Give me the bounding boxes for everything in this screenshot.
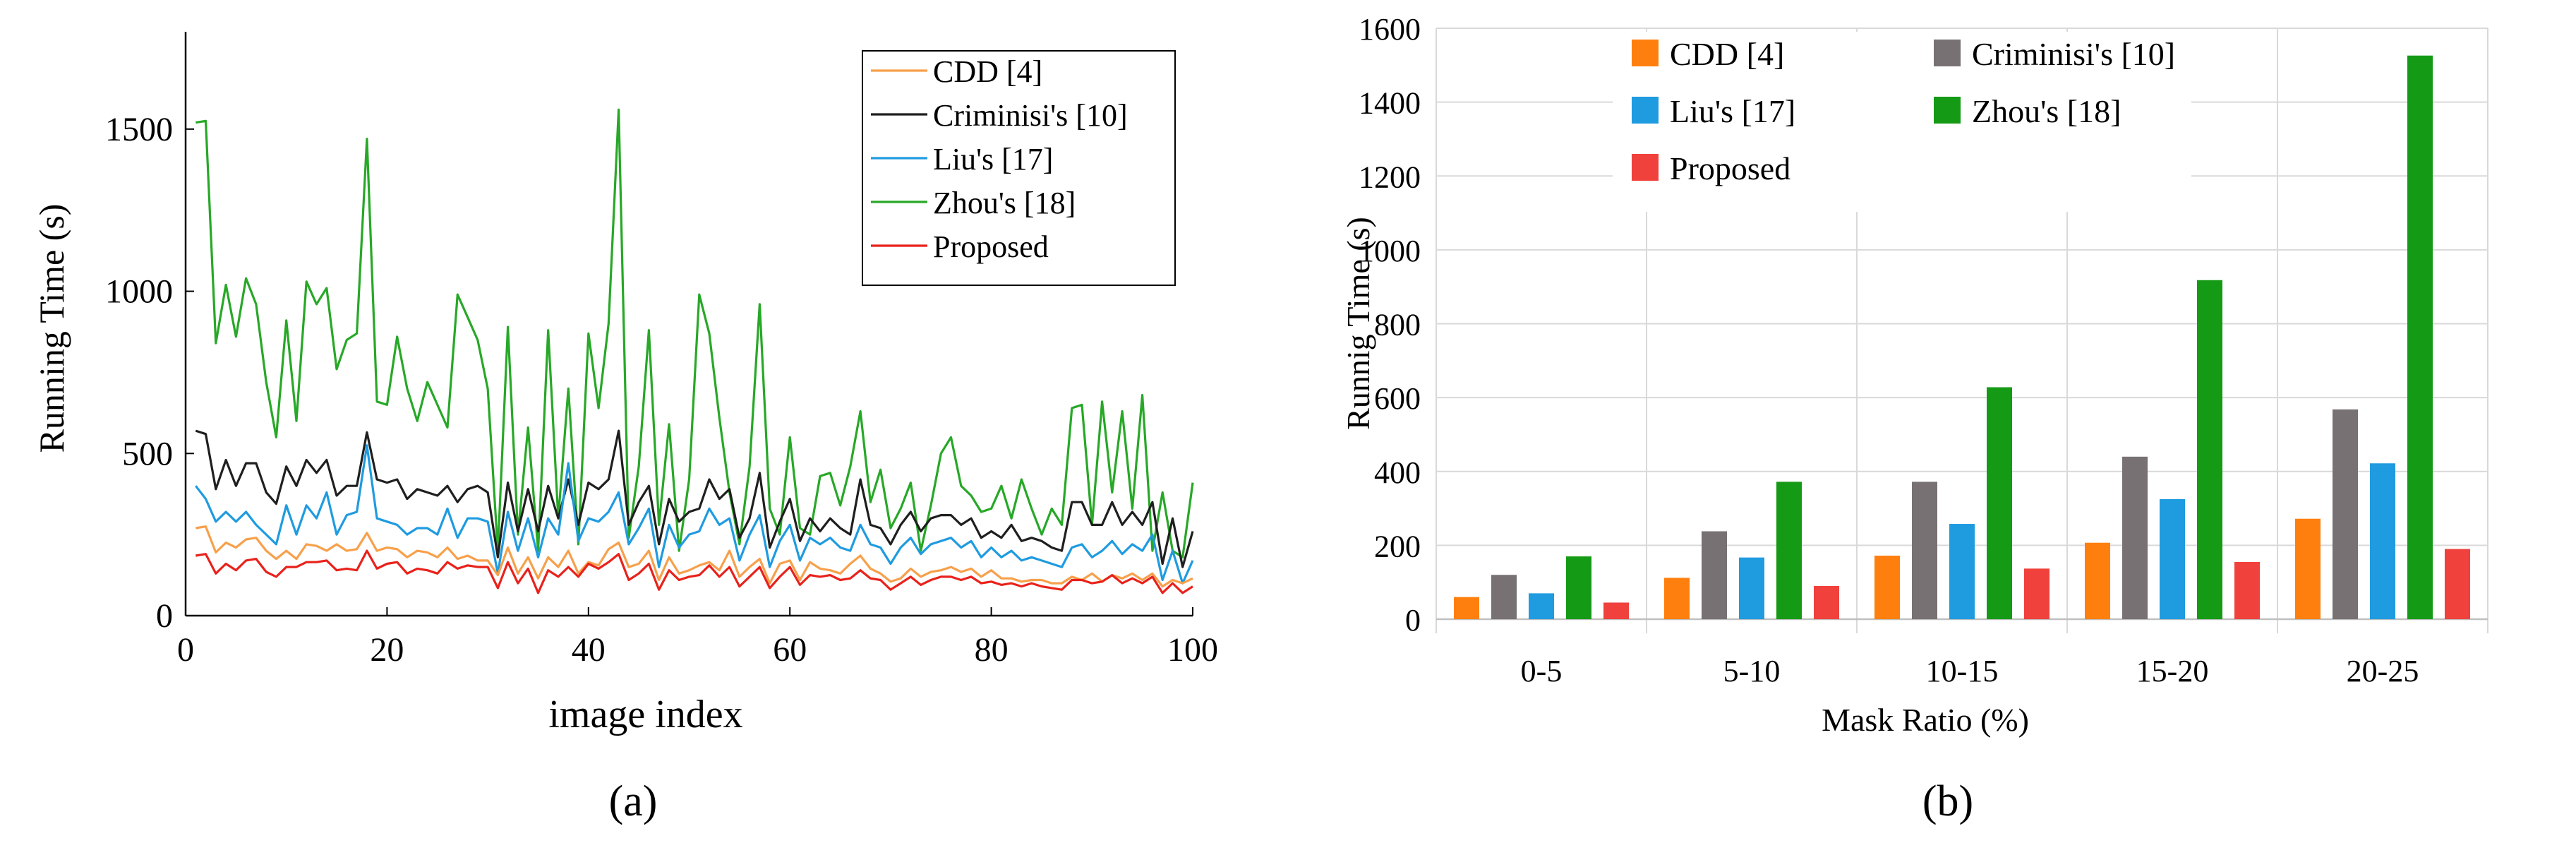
panel-b-bar-4-3: [2234, 561, 2260, 619]
panel-a-x-axis-label: image index: [548, 693, 742, 736]
panel-b-legend-background: [1613, 32, 2191, 212]
panel-b-y-axis-label: Runnig Time (s): [1340, 217, 1376, 430]
panel-a-legend: CDD [4] Criminisi's [10] Liu's [17] Zhou's …: [862, 50, 1176, 286]
panel-a-legend-label: Criminisi's [10]: [933, 98, 1128, 133]
panel-b-y-tick-label: 600: [1374, 381, 1421, 416]
panel-a-legend-label: Liu's [17]: [933, 142, 1053, 177]
panel-b-legend: CDD [4] Criminisi's [10] Liu's [17] Zhou's …: [1613, 32, 2191, 212]
panel-a-x-tick-label: 20: [370, 631, 404, 669]
panel-a-series-line-2: [195, 444, 1194, 585]
panel-a-legend-label: Proposed: [933, 229, 1049, 264]
panel-b-bar-1-4: [2333, 409, 2358, 619]
panel-a-x-tick-label: 60: [773, 631, 807, 669]
panel-b-x-axis-label: Mask Ratio (%): [1822, 702, 2029, 738]
panel-b-bar-1-3: [2122, 456, 2148, 619]
panel-a-x-tick-label: 0: [177, 631, 194, 669]
panel-b-tick-labels: 0 200 400 600 800 1000 1200 1400 1600 0-5 5-10 10-1…: [1359, 12, 2419, 688]
panel-b-x-tick-label: 10-15: [1926, 654, 1999, 688]
panel-a-series-line-4: [195, 549, 1193, 594]
panel-a-x-tick-label: 80: [975, 631, 1009, 669]
panel-a-series-line-3: [195, 108, 1194, 558]
panel-b-bar-1-0: [1491, 575, 1517, 619]
panel-b-x-tick-label: 0-5: [1521, 654, 1563, 688]
panel-a-y-axis-label: Running Time (s): [32, 204, 71, 453]
panel-b-bar-chart: 0 200 400 600 800 1000 1200 1400 1600 0-5 5-10 10-1…: [1340, 12, 2488, 738]
panel-b-y-tick-label: 0: [1405, 603, 1421, 638]
panel-b-y-tick-label: 200: [1374, 529, 1421, 563]
panel-a-y-tick-label: 1000: [105, 273, 173, 311]
panel-b-legend-swatch: [1632, 154, 1659, 181]
panel-b-bar-4-1: [1814, 585, 1839, 619]
panel-b-bar-0-0: [1454, 597, 1479, 619]
panel-b-bar-2-0: [1529, 593, 1554, 619]
panel-a-x-tick-label: 100: [1167, 631, 1218, 669]
panel-a-x-tick-label: 40: [572, 631, 606, 669]
panel-b-bar-2-2: [1949, 524, 1975, 619]
panel-b-legend-label: Liu's [17]: [1670, 93, 1795, 129]
panel-b-legend-swatch: [1934, 40, 1961, 66]
panel-b-x-tick-label: 5-10: [1723, 654, 1781, 688]
panel-b-bar-4-2: [2024, 568, 2050, 619]
panel-b-legend-label: CDD [4]: [1670, 36, 1784, 72]
panel-b-y-tick-label: 400: [1374, 455, 1421, 490]
panel-a-y-tick-label: 1500: [105, 111, 173, 148]
panel-b-bar-3-0: [1566, 556, 1591, 619]
panel-b-bar-3-3: [2197, 280, 2222, 619]
panel-a-y-tick-label: 0: [156, 597, 173, 635]
panel-b-bar-1-1: [1702, 531, 1727, 619]
panel-b-legend-swatch: [1632, 40, 1659, 66]
panel-a-series-line-0: [195, 525, 1193, 588]
panel-b-bars: [1454, 55, 2470, 620]
panel-b-bar-1-2: [1912, 482, 1937, 619]
panel-b-caption-label: (b): [1922, 777, 1973, 825]
panel-b-legend-label: Proposed: [1670, 150, 1790, 186]
panel-b-bar-0-4: [2295, 518, 2321, 619]
panel-b-y-tick-label: 800: [1374, 308, 1421, 342]
panel-b-bar-3-1: [1776, 482, 1802, 619]
panel-b-bar-0-1: [1664, 578, 1690, 619]
panel-a-legend-label: Zhou's [18]: [933, 186, 1076, 220]
panel-b-bar-3-2: [1987, 387, 2012, 619]
panel-b-y-tick-label: 1600: [1359, 12, 1421, 47]
panel-b-y-tick-label: 1200: [1359, 160, 1421, 194]
panel-b-bar-2-1: [1739, 557, 1764, 619]
panel-b-bar-0-2: [1874, 556, 1900, 619]
panel-b-legend-label: Zhou's [18]: [1972, 93, 2121, 129]
panel-b-bar-4-0: [1603, 602, 1629, 619]
panel-b-bar-0-3: [2085, 542, 2110, 619]
panel-b-bar-3-4: [2407, 55, 2433, 620]
panel-a-series-line-1: [195, 429, 1194, 568]
panel-b-y-tick-label: 1000: [1359, 234, 1421, 268]
panel-b-x-tick-label: 20-25: [2347, 654, 2419, 688]
panel-b-y-tick-label: 1400: [1359, 86, 1421, 121]
panel-b-bar-2-3: [2160, 498, 2185, 619]
panel-b-legend-swatch: [1632, 97, 1659, 124]
panel-b-bar-4-4: [2445, 549, 2470, 619]
panel-b-x-tick-label: 15-20: [2136, 654, 2209, 688]
panel-a-caption-label: (a): [609, 777, 658, 825]
panel-a-y-tick-label: 500: [122, 435, 173, 472]
panel-b-legend-swatch: [1934, 97, 1961, 124]
panel-b-bar-2-4: [2370, 463, 2395, 619]
panel-b-legend-label: Criminisi's [10]: [1972, 36, 2175, 72]
panel-a-series-lines: [195, 108, 1194, 594]
panel-a-legend-label: CDD [4]: [933, 54, 1042, 89]
